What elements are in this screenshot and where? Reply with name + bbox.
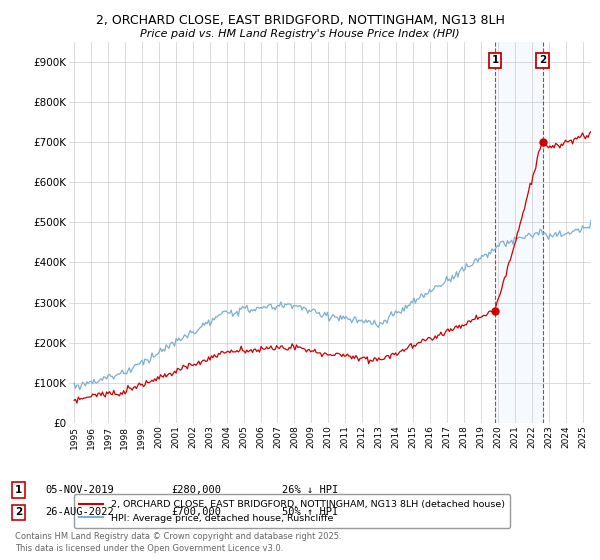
Text: £700,000: £700,000 <box>171 507 221 517</box>
Text: 05-NOV-2019: 05-NOV-2019 <box>45 485 114 495</box>
Text: Contains HM Land Registry data © Crown copyright and database right 2025.
This d: Contains HM Land Registry data © Crown c… <box>15 533 341 553</box>
Text: 26-AUG-2022: 26-AUG-2022 <box>45 507 114 517</box>
Text: 50% ↑ HPI: 50% ↑ HPI <box>282 507 338 517</box>
Text: 1: 1 <box>15 485 22 495</box>
Text: £280,000: £280,000 <box>171 485 221 495</box>
Legend: 2, ORCHARD CLOSE, EAST BRIDGFORD, NOTTINGHAM, NG13 8LH (detached house), HPI: Av: 2, ORCHARD CLOSE, EAST BRIDGFORD, NOTTIN… <box>74 494 510 528</box>
Text: 1: 1 <box>491 55 499 66</box>
Bar <box>495 42 542 423</box>
Text: 2: 2 <box>539 55 547 66</box>
Text: Price paid vs. HM Land Registry's House Price Index (HPI): Price paid vs. HM Land Registry's House … <box>140 29 460 39</box>
Text: 2, ORCHARD CLOSE, EAST BRIDGFORD, NOTTINGHAM, NG13 8LH: 2, ORCHARD CLOSE, EAST BRIDGFORD, NOTTIN… <box>95 14 505 27</box>
Text: 2: 2 <box>15 507 22 517</box>
Text: 26% ↓ HPI: 26% ↓ HPI <box>282 485 338 495</box>
